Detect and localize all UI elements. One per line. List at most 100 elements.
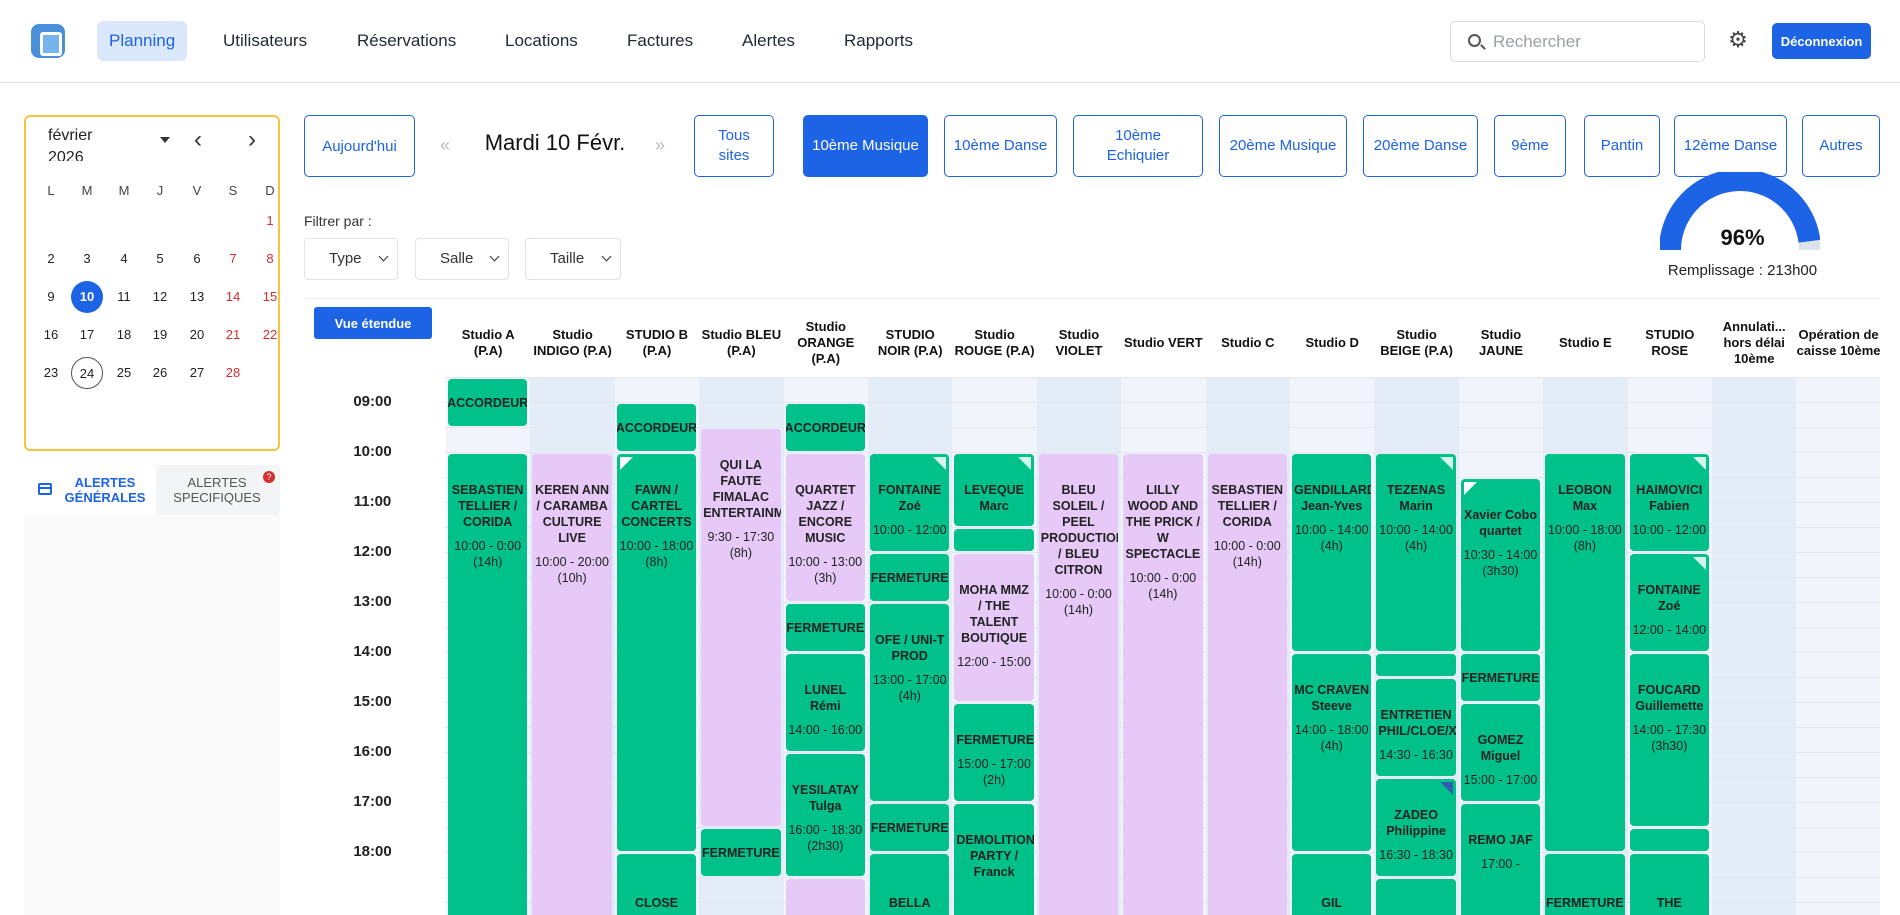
booking-block[interactable] [1376, 879, 1456, 915]
calendar-day[interactable]: 11 [117, 289, 131, 304]
site-button[interactable]: 10ème Danse [944, 115, 1057, 177]
site-button[interactable]: 9ème [1494, 115, 1566, 177]
gear-icon[interactable]: ⚙ [1728, 27, 1748, 52]
column-header[interactable]: Studio BEIGE (P.A) [1380, 327, 1453, 358]
booking-block[interactable] [785, 879, 865, 915]
booking-block[interactable]: FERMETURE 15:00 - 17:00 (2h) [954, 704, 1034, 801]
booking-block[interactable]: MOHA MMZ / THE TALENT BOUTIQUE 12:00 - 15… [954, 554, 1034, 701]
calendar-day[interactable]: 20 [189, 327, 205, 342]
chevron-right-icon[interactable]: › [248, 126, 256, 153]
calendar-day[interactable]: 24 [71, 357, 103, 389]
app-logo[interactable] [31, 24, 65, 58]
booking-block[interactable]: HAIMOVICI Fabien 10:00 - 12:00 [1629, 454, 1709, 551]
calendar-day[interactable]: 26 [152, 365, 168, 380]
booking-block[interactable]: GENDILLARD Jean-Yves 10:00 - 14:00 (4h) [1292, 454, 1372, 651]
calendar-day[interactable]: 18 [116, 327, 132, 342]
booking-block[interactable]: FERMETURE [1545, 854, 1625, 915]
booking-block[interactable]: FONTAINE Zoé 10:00 - 12:00 [870, 454, 950, 551]
booking-block[interactable]: ACCORDEUR [616, 404, 697, 451]
booking-block[interactable]: ACCORDEUR [785, 404, 865, 451]
expand-view-button[interactable]: Vue étendue [314, 307, 432, 339]
booking-block[interactable]: QUI LA FAUTE FIMALAC ENTERTAINMENT 9:30 -… [701, 429, 781, 826]
nav-factures[interactable]: Factures [627, 31, 694, 50]
column-header[interactable]: STUDIO ROSE [1645, 327, 1695, 358]
booking-block[interactable]: SEBASTIEN TELLIER / CORIDA 10:00 - 0:00 (… [1207, 454, 1287, 915]
booking-block[interactable]: FERMETURE [785, 604, 865, 651]
column-header[interactable]: Studio INDIGO (P.A) [533, 327, 612, 358]
calendar-day[interactable]: 28 [225, 365, 241, 380]
calendar-day[interactable]: 22 [262, 327, 278, 342]
calendar-day[interactable]: 16 [43, 327, 59, 342]
calendar-day[interactable]: 4 [120, 251, 128, 266]
filter-taille-dropdown[interactable]: Taille [525, 238, 621, 280]
column-header[interactable]: STUDIO B (P.A) [625, 327, 689, 358]
booking-block[interactable]: FERMETURE [870, 554, 950, 601]
booking-block[interactable]: LUNEL Rémi 14:00 - 16:00 [785, 654, 865, 751]
booking-block[interactable]: GOMEZ Miguel 15:00 - 17:00 [1460, 704, 1541, 801]
booking-block[interactable]: FAWN / CARTEL CONCERTS 10:00 - 18:00 (8h) [616, 454, 697, 851]
site-button[interactable]: Pantin [1584, 115, 1660, 177]
nav-alertes[interactable]: Alertes [742, 31, 795, 50]
booking-block[interactable]: THE [1629, 854, 1709, 915]
nav-planning[interactable]: Planning [97, 21, 188, 61]
chevron-down-icon[interactable] [160, 137, 170, 143]
calendar-day[interactable]: 7 [229, 251, 237, 266]
calendar-day[interactable]: 2 [47, 251, 55, 266]
calendar-day[interactable]: 17 [79, 327, 95, 342]
today-button[interactable]: Aujourd'hui [304, 115, 415, 177]
calendar-day[interactable]: 8 [266, 251, 274, 266]
column-header[interactable]: Studio E [1559, 335, 1612, 350]
site-button[interactable]: 20ème Danse [1363, 115, 1478, 177]
column-header[interactable]: Studio BLEU (P.A) [701, 327, 782, 358]
booking-block[interactable]: Xavier Cobo quartet 10:30 - 14:00 (3h30) [1460, 479, 1541, 651]
booking-block[interactable]: FERMETURE [701, 829, 781, 876]
booking-block[interactable]: FERMETURE [870, 804, 950, 851]
booking-block[interactable]: MC CRAVEN Steeve 14:00 - 18:00 (4h) [1292, 654, 1372, 851]
booking-block[interactable]: QUARTET JAZZ / ENCORE MUSIC 10:00 - 13:00… [785, 454, 865, 601]
column-header[interactable]: Studio A (P.A) [461, 327, 515, 358]
booking-block[interactable]: LILLY WOOD AND THE PRICK / W SPECTACLE 10… [1123, 454, 1203, 915]
calendar-day[interactable]: 5 [156, 251, 164, 266]
site-button[interactable]: 10ème Echiquier [1073, 115, 1203, 177]
site-button[interactable]: Tous sites [694, 115, 774, 177]
calendar-day[interactable]: 12 [152, 289, 168, 304]
column-header[interactable]: Annulati... hors délai 10ème [1722, 319, 1786, 366]
calendar-day[interactable]: 25 [116, 365, 132, 380]
booking-block[interactable]: KEREN ANN / CARAMBA CULTURE LIVE 10:00 - … [532, 454, 612, 915]
booking-block[interactable] [1376, 654, 1456, 676]
filter-type-dropdown[interactable]: Type [304, 238, 398, 280]
chevron-left-icon[interactable]: ‹ [194, 126, 202, 153]
booking-block[interactable]: OFE / UNI-T PROD 13:00 - 17:00 (4h) [870, 604, 950, 801]
nav-rapports[interactable]: Rapports [844, 31, 913, 50]
booking-block[interactable]: LEOBON Max 10:00 - 18:00 (8h) [1545, 454, 1625, 851]
calendar-day[interactable]: 13 [189, 289, 205, 304]
filter-salle-dropdown[interactable]: Salle [415, 238, 509, 280]
tab-alertes-generales[interactable]: ALERTES GÉNÉRALES [24, 465, 156, 515]
column-header[interactable]: Studio VIOLET [1055, 327, 1103, 358]
booking-block[interactable]: CLOSE [616, 854, 697, 915]
calendar-day[interactable]: 3 [83, 251, 91, 266]
calendar-day[interactable]: 27 [189, 365, 205, 380]
booking-block[interactable]: BLEU SOLEIL / PEEL PRODUCTION / BLEU CIT… [1038, 454, 1119, 915]
column-header[interactable]: Studio ROUGE (P.A) [954, 327, 1035, 358]
site-button[interactable]: Autres [1802, 115, 1880, 177]
prev-day-button[interactable]: « [440, 135, 451, 155]
column-header[interactable]: Studio VERT [1124, 335, 1203, 350]
calendar-day[interactable]: 21 [225, 327, 241, 342]
booking-block[interactable]: GIL [1292, 854, 1372, 915]
nav-utilisateurs[interactable]: Utilisateurs [223, 31, 308, 50]
next-day-button[interactable]: » [655, 135, 666, 155]
booking-block[interactable]: REMO JAF 17:00 - [1460, 804, 1541, 915]
logout-button[interactable]: Déconnexion [1772, 23, 1871, 59]
booking-block[interactable]: LEVEQUE Marc [954, 454, 1034, 526]
search-input[interactable] [1493, 30, 1693, 54]
calendar-day[interactable]: 9 [47, 289, 55, 304]
calendar-day[interactable]: 10 [71, 281, 103, 313]
column-header[interactable]: Opération de caisse 10ème [1796, 327, 1880, 358]
tab-alertes-specifiques[interactable]: ALERTES SPECIFIQUES [173, 475, 261, 505]
booking-block[interactable]: YESILATAY Tulga 16:00 - 18:30 (2h30) [785, 754, 865, 876]
site-button[interactable]: 10ème Musique [803, 115, 928, 177]
booking-block[interactable]: ZADEO Philippine 16:30 - 18:30 [1376, 779, 1456, 876]
column-header[interactable]: STUDIO NOIR (P.A) [877, 327, 943, 358]
calendar-month-label[interactable]: février 2026 [48, 127, 93, 161]
